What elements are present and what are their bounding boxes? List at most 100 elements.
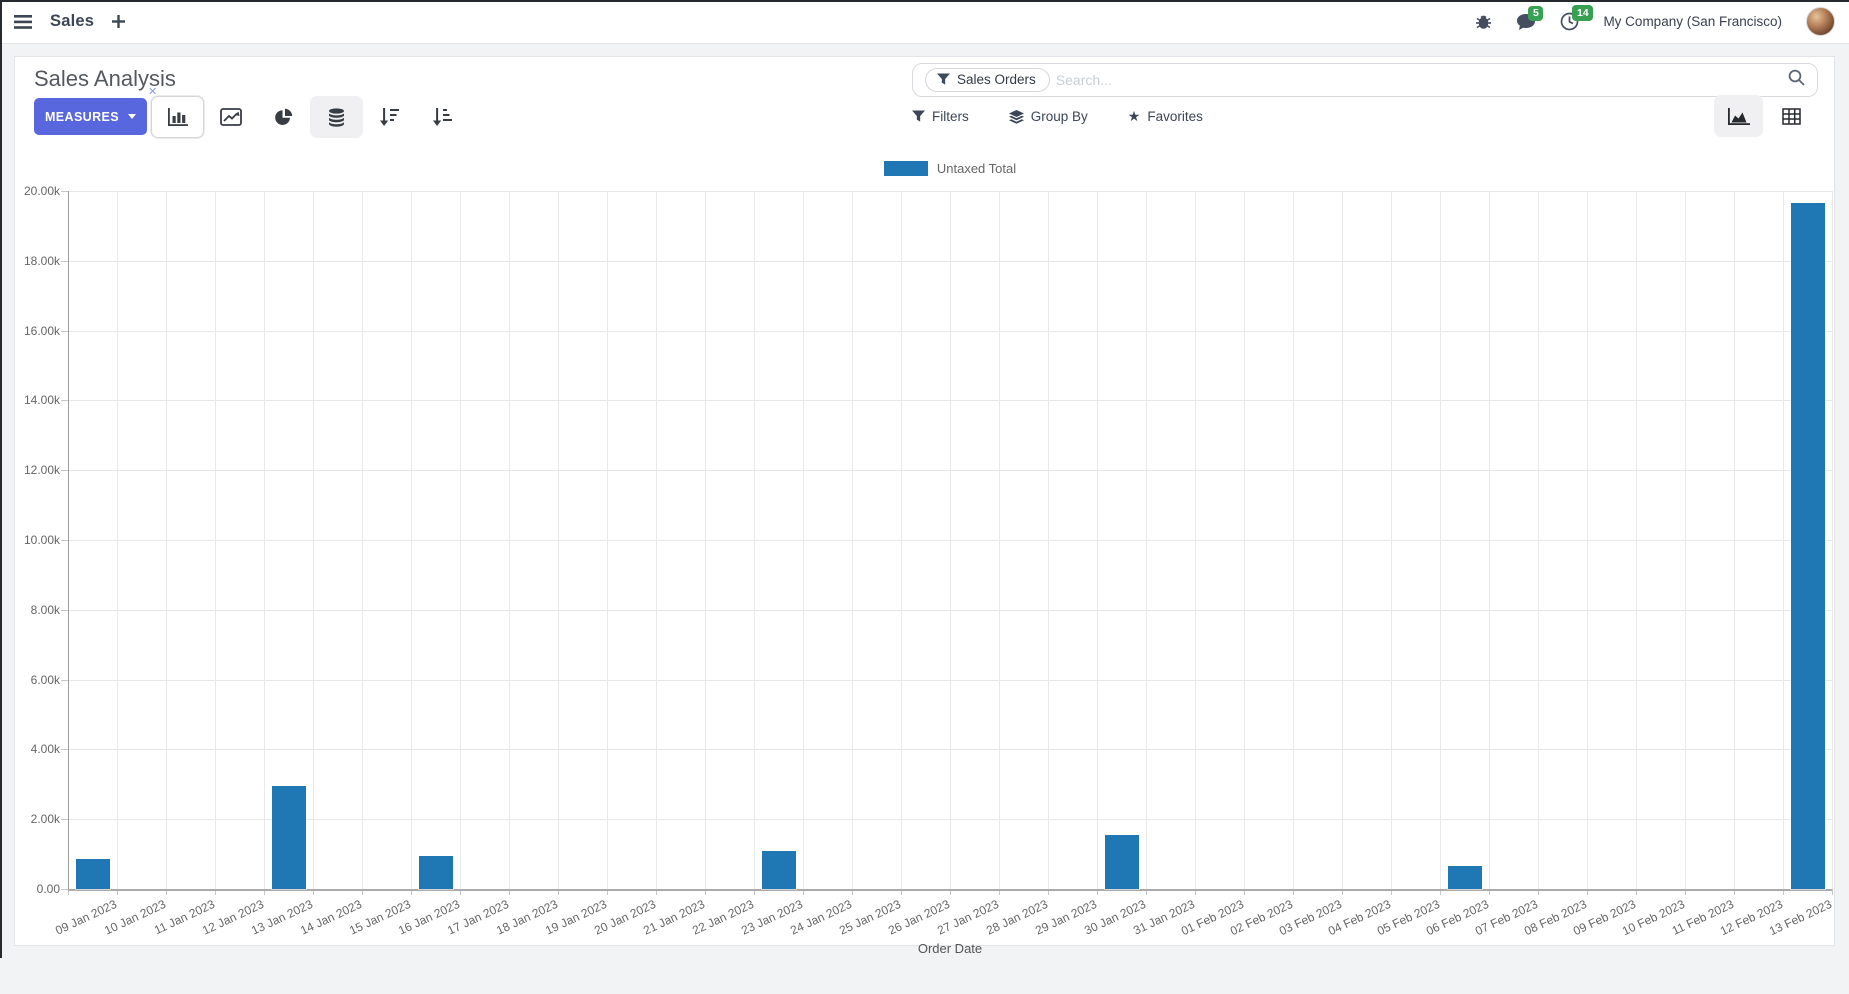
activities-count-badge: 14 [1572, 5, 1594, 21]
bar[interactable] [1103, 833, 1140, 890]
x-tickmark [362, 889, 363, 895]
view-switcher [1714, 95, 1816, 137]
x-gridline [215, 191, 216, 889]
bar[interactable] [1789, 202, 1826, 890]
search-options: Filters Group By ★ Favorites [912, 98, 1203, 135]
x-gridline [999, 191, 1000, 889]
bar[interactable] [760, 849, 797, 890]
chart-legend[interactable]: Untaxed Total [68, 161, 1832, 176]
layers-icon [1008, 109, 1024, 124]
x-gridline [264, 191, 265, 889]
pie-chart-button[interactable] [257, 96, 310, 138]
bar[interactable] [270, 785, 307, 890]
x-gridline [166, 191, 167, 889]
app-menu-sales[interactable]: Sales [50, 12, 95, 30]
x-gridline [1832, 191, 1833, 889]
x-gridline [1391, 191, 1392, 889]
bar[interactable] [417, 854, 454, 890]
stacked-toggle-button[interactable] [310, 96, 363, 138]
x-gridline [1440, 191, 1441, 889]
bar-chart-plot: Order Date 0.00 2.00k 4.00k 6.00k 8.00k 10.00… [24, 184, 1833, 956]
sort-ascending-button[interactable] [416, 96, 469, 138]
sort-descending-button[interactable] [363, 96, 416, 138]
x-axis-line [68, 889, 1832, 891]
x-tickmark [1048, 889, 1049, 895]
search-bar[interactable]: Sales Orders [912, 63, 1818, 97]
company-switcher[interactable]: My Company (San Francisco) [1603, 14, 1782, 29]
x-tickmark [901, 889, 902, 895]
pivot-view-button[interactable] [1767, 95, 1816, 137]
x-tickmark [264, 889, 265, 895]
x-gridline [1489, 191, 1490, 889]
x-gridline [460, 191, 461, 889]
content-card: Sales Analysis Sales Orders ✕ MEASURES [14, 56, 1835, 956]
y-axis-tick-label: 16.00k [23, 323, 60, 338]
y-axis-tick-label: 6.00k [30, 672, 60, 687]
x-gridline [1587, 191, 1588, 889]
apps-menu-icon[interactable] [14, 14, 32, 29]
x-tickmark [705, 889, 706, 895]
x-gridline [754, 191, 755, 889]
y-tickmark [61, 749, 68, 751]
x-gridline [1783, 191, 1784, 889]
x-gridline [558, 191, 559, 889]
y-axis-tick-label: 18.00k [23, 253, 60, 268]
x-tickmark [411, 889, 412, 895]
legend-label: Untaxed Total [936, 161, 1017, 176]
y-axis-line [68, 191, 69, 889]
chart-type-toolbar [151, 95, 469, 139]
y-axis-tick-label: 14.00k [23, 393, 60, 408]
x-tickmark [1293, 889, 1294, 895]
filter-funnel-icon [937, 73, 950, 85]
y-tickmark [61, 400, 68, 402]
user-avatar[interactable] [1806, 7, 1835, 36]
x-gridline [117, 191, 118, 889]
graph-view-button[interactable] [1714, 95, 1763, 137]
y-axis-tick-label: 12.00k [23, 463, 60, 478]
filter-funnel-icon [912, 110, 925, 122]
x-tickmark [313, 889, 314, 895]
measures-button[interactable]: MEASURES [34, 98, 147, 135]
x-gridline [901, 191, 902, 889]
debug-bug-icon[interactable] [1475, 13, 1492, 30]
x-tickmark [1146, 889, 1147, 895]
group-by-menu[interactable]: Group By [1008, 109, 1088, 124]
x-tickmark [1538, 889, 1539, 895]
bar[interactable] [74, 858, 111, 890]
x-axis-title: Order Date [917, 941, 983, 956]
x-gridline [1538, 191, 1539, 889]
favorites-menu[interactable]: ★ Favorites [1127, 108, 1203, 124]
x-gridline [803, 191, 804, 889]
activities-clock-icon[interactable]: 14 [1560, 5, 1594, 31]
y-axis-tick-label: 2.00k [30, 812, 60, 827]
caret-down-icon [128, 114, 137, 119]
bar[interactable] [1446, 864, 1483, 891]
x-tickmark [1832, 889, 1833, 895]
bar-chart-button[interactable] [151, 96, 204, 138]
x-gridline [1195, 191, 1196, 889]
messages-icon[interactable]: 5 [1516, 5, 1544, 31]
x-tickmark [1391, 889, 1392, 895]
x-gridline [1685, 191, 1686, 889]
search-facet-sales-orders[interactable]: Sales Orders [925, 68, 1050, 92]
filters-menu[interactable]: Filters [912, 109, 969, 124]
search-input[interactable] [1055, 72, 1788, 88]
x-gridline [852, 191, 853, 889]
x-tickmark [1489, 889, 1490, 895]
x-tickmark [1636, 889, 1637, 895]
x-tickmark [1342, 889, 1343, 895]
legend-swatch [883, 161, 928, 176]
x-gridline [1293, 191, 1294, 889]
y-axis-tick-label: 8.00k [30, 602, 60, 617]
x-tickmark [509, 889, 510, 895]
x-gridline [656, 191, 657, 889]
x-tickmark [852, 889, 853, 895]
search-icon[interactable] [1788, 69, 1805, 91]
plus-icon[interactable] [112, 15, 126, 28]
star-icon: ★ [1127, 108, 1141, 124]
line-chart-button[interactable] [204, 96, 257, 138]
facet-remove-icon[interactable]: ✕ [148, 86, 158, 98]
x-tickmark [1685, 889, 1686, 895]
y-axis-tick-label: 10.00k [23, 533, 60, 547]
x-tickmark [950, 889, 951, 895]
